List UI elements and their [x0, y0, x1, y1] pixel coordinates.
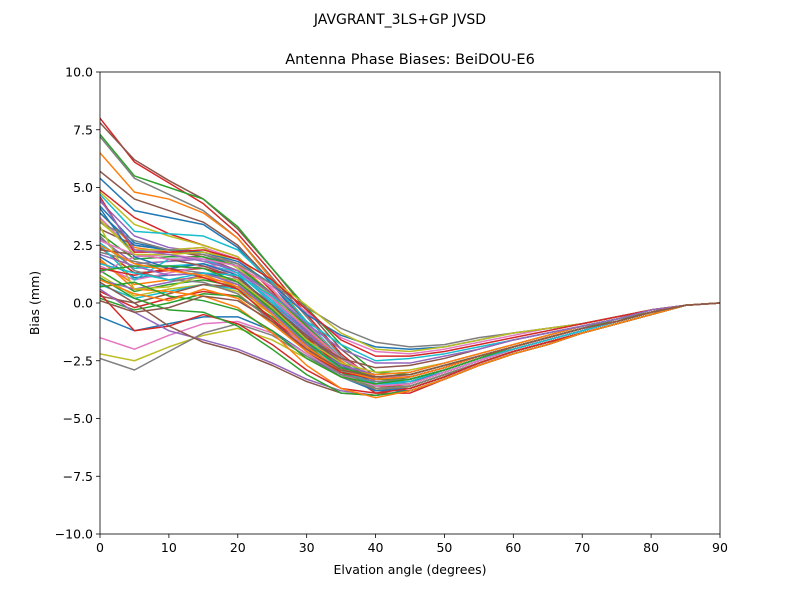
series-line-54: [100, 221, 720, 348]
y-tick-label: −5.0: [63, 411, 93, 426]
x-tick-label: 50: [436, 540, 452, 555]
y-tick-label: 2.5: [73, 238, 93, 253]
x-tick-label: 10: [161, 540, 177, 555]
series-line-36: [100, 293, 720, 394]
chart-suptitle: JAVGRANT_3LS+GP JVSD: [313, 12, 486, 28]
series-line-56: [100, 196, 720, 357]
plot-frame: [99, 71, 721, 535]
y-tick-label: −7.5: [63, 469, 93, 484]
x-tick-label: 0: [96, 540, 104, 555]
series-line-57: [100, 198, 720, 364]
y-tick-label: −10.0: [55, 527, 93, 542]
series-line-48: [100, 281, 720, 385]
y-tick-label: 5.0: [73, 180, 93, 195]
x-tick-label: 60: [505, 540, 521, 555]
y-tick-label: 0.0: [73, 296, 93, 311]
y-tick-label: 10.0: [65, 65, 93, 80]
plot-area: [99, 71, 721, 535]
series-line-17: [100, 233, 720, 380]
x-tick-label: 20: [230, 540, 246, 555]
series-line-25: [100, 270, 720, 390]
chart-title: Antenna Phase Biases: BeiDOU-E6: [285, 52, 535, 68]
x-tick-label: 80: [643, 540, 659, 555]
x-tick-label: 40: [368, 540, 384, 555]
y-tick-label: 7.5: [73, 122, 93, 137]
y-tick-label: −2.5: [63, 353, 93, 368]
x-tick-label: 90: [712, 540, 728, 555]
series-line-29: [100, 290, 720, 392]
series-group: [100, 117, 720, 399]
x-axis: 0 10 20 30 40 50 60 70 80 90: [96, 534, 728, 555]
x-tick-label: 70: [574, 540, 590, 555]
x-axis-label: Elvation angle (degrees): [333, 562, 486, 577]
y-axis-label: Bias (mm): [27, 271, 42, 335]
y-axis: 10.0 7.5 5.0 2.5 0.0 −2.5 −5.0 −7.5 −10.0: [55, 65, 100, 542]
x-tick-label: 30: [299, 540, 315, 555]
series-line-60: [100, 295, 720, 378]
